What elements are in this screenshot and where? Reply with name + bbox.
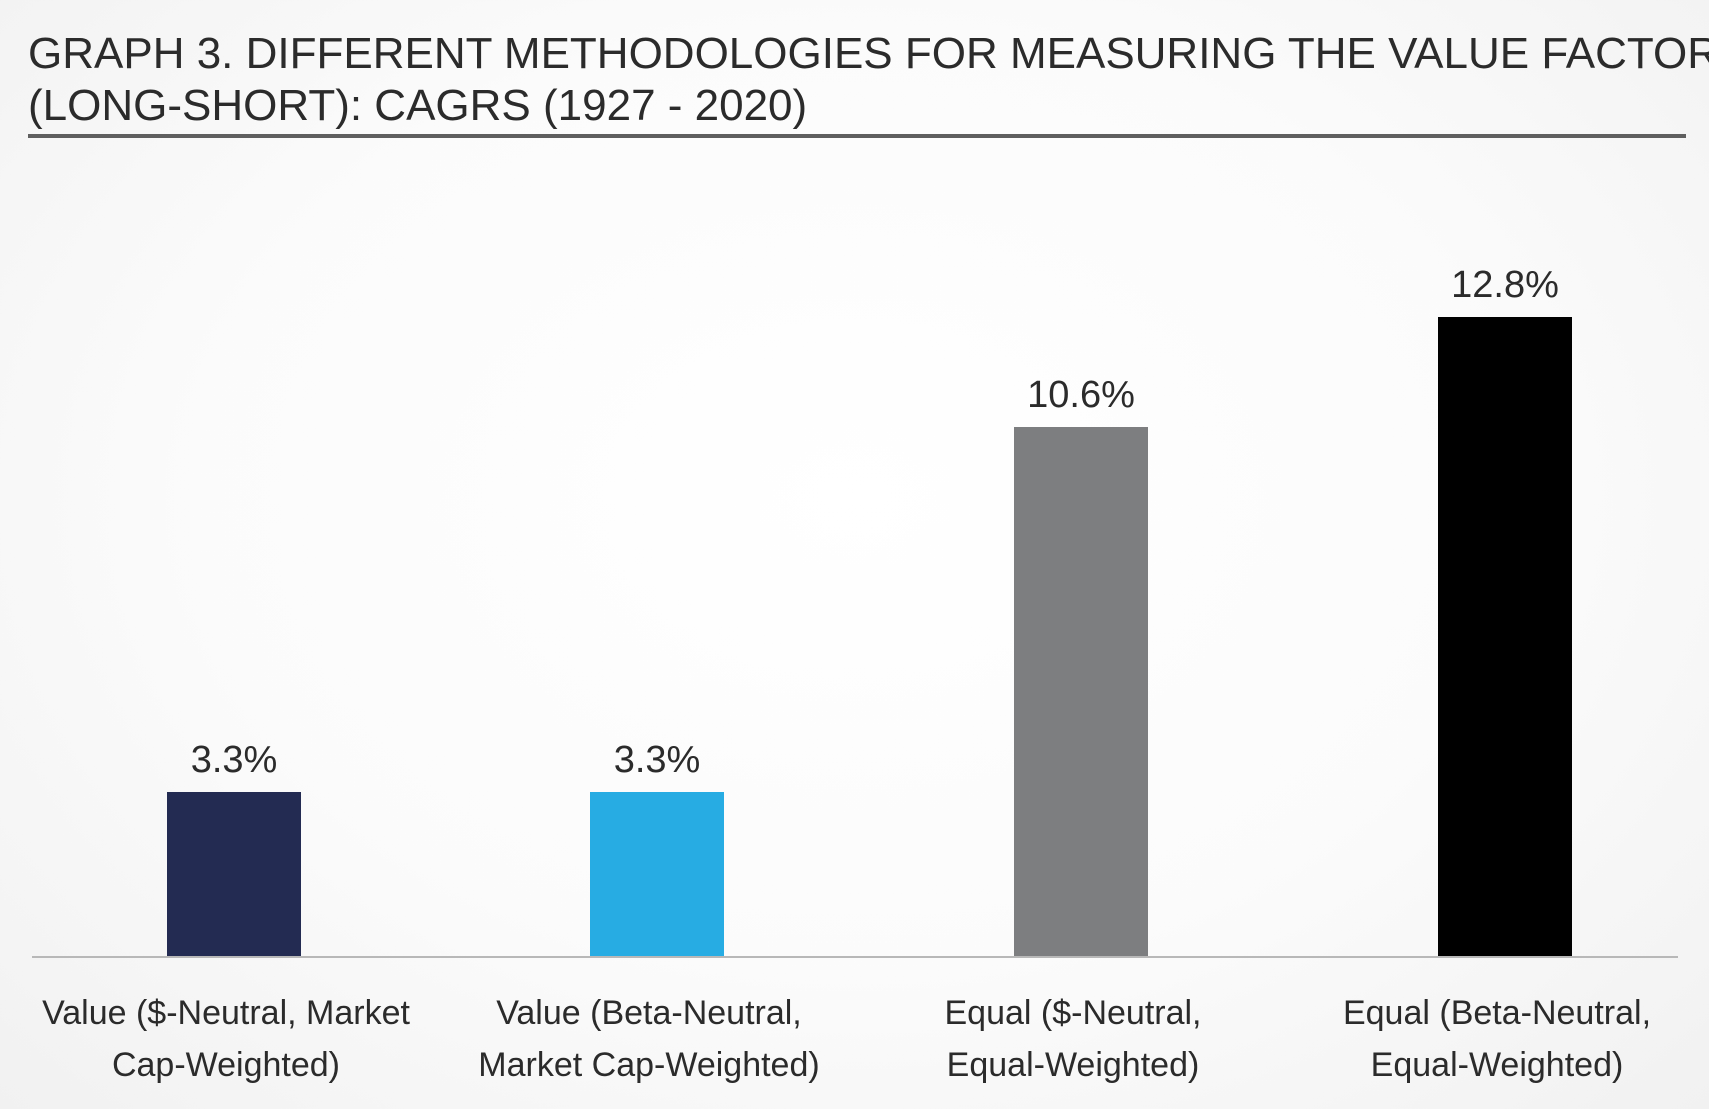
category-label-3-line-2: Equal-Weighted) <box>947 1046 1200 1084</box>
value-label-2: 3.3% <box>614 739 701 781</box>
title-underline <box>28 134 1686 138</box>
category-label-2-line-2: Market Cap-Weighted) <box>478 1046 819 1084</box>
value-label-4: 12.8% <box>1451 264 1559 306</box>
bars-group <box>167 317 1572 957</box>
bar-2 <box>590 792 724 957</box>
category-label-1-line-2: Cap-Weighted) <box>112 1046 340 1084</box>
category-label-1-line-1: Value ($-Neutral, Market <box>42 994 410 1032</box>
category-label-2-line-1: Value (Beta-Neutral, <box>496 994 802 1032</box>
value-labels-group: 3.3% 3.3% 10.6% 12.8% <box>191 264 1559 781</box>
category-label-3-line-1: Equal ($-Neutral, <box>944 994 1201 1032</box>
bar-3 <box>1014 427 1148 957</box>
chart-title-line-1: GRAPH 3. DIFFERENT METHODOLOGIES FOR MEA… <box>28 29 1709 78</box>
bar-4 <box>1438 317 1572 957</box>
category-labels-group: Value ($-Neutral, Market Cap-Weighted) V… <box>42 994 1651 1084</box>
category-label-4-line-2: Equal-Weighted) <box>1371 1046 1624 1084</box>
chart-title-line-2: (LONG-SHORT): CAGRS (1927 - 2020) <box>28 81 808 130</box>
value-label-1: 3.3% <box>191 739 278 781</box>
category-label-4-line-1: Equal (Beta-Neutral, <box>1343 994 1651 1032</box>
bar-1 <box>167 792 301 957</box>
chart-title: GRAPH 3. DIFFERENT METHODOLOGIES FOR MEA… <box>28 28 1709 132</box>
value-label-3: 10.6% <box>1027 374 1135 416</box>
